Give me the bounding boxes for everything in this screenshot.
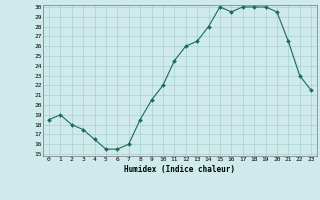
X-axis label: Humidex (Indice chaleur): Humidex (Indice chaleur) (124, 165, 236, 174)
